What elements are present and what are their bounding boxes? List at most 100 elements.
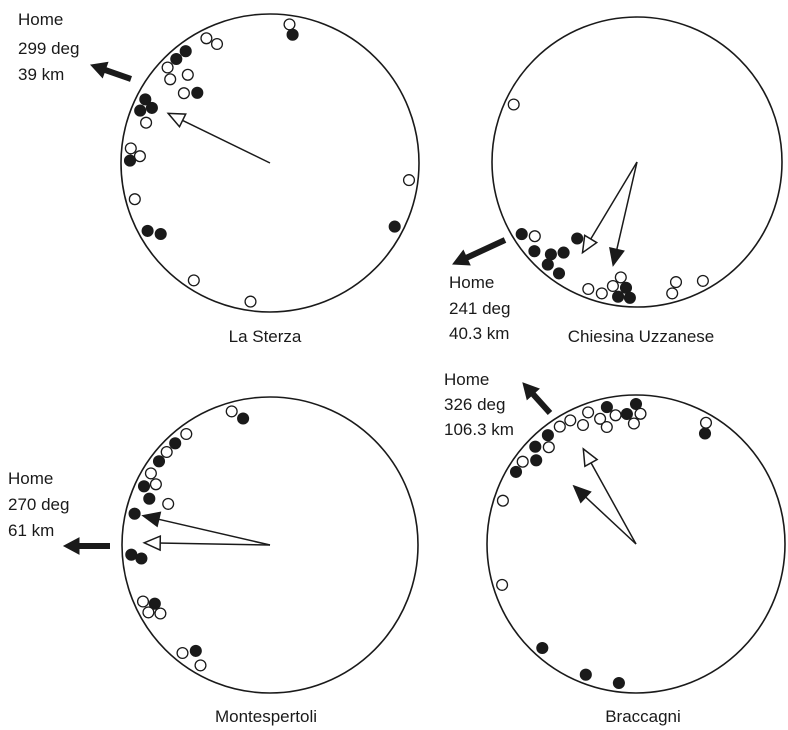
open-mean-vector-line: [581, 161, 638, 254]
open-data-point: [194, 659, 207, 672]
home-distance: 40.3 km: [449, 324, 509, 343]
filled-mean-vector-head: [609, 247, 625, 267]
filled-data-point: [125, 548, 138, 561]
home-distance: 106.3 km: [444, 420, 514, 439]
filled-data-point: [286, 28, 299, 41]
filled-data-point: [612, 676, 625, 690]
home-distance: 61 km: [8, 521, 54, 540]
open-mean-vector-head: [581, 234, 599, 255]
data-points: [125, 405, 250, 672]
site-name: Montespertoli: [215, 707, 317, 726]
filled-data-point: [629, 397, 643, 411]
filled-data-point: [191, 86, 204, 99]
open-data-point: [161, 61, 174, 74]
open-data-point: [187, 274, 200, 287]
data-points: [496, 397, 713, 690]
open-data-point: [634, 407, 647, 420]
open-data-point: [496, 494, 509, 507]
filled-data-point: [623, 291, 636, 304]
home-arrow-shaft: [462, 237, 507, 262]
filled-data-point: [128, 507, 141, 520]
open-data-point: [496, 578, 509, 591]
mean-vectors: [166, 112, 271, 164]
filled-data-point: [145, 101, 158, 114]
circle-outline: [120, 13, 420, 313]
open-data-point: [176, 646, 189, 660]
open-data-point: [283, 18, 296, 31]
filled-data-point: [529, 440, 542, 453]
mean-vectors: [141, 511, 271, 552]
open-data-point: [402, 174, 416, 187]
filled-data-point: [139, 93, 152, 106]
filled-data-point: [579, 668, 592, 681]
filled-data-point: [528, 245, 541, 258]
filled-data-point: [189, 644, 202, 657]
filled-data-point: [544, 248, 557, 261]
filled-data-point: [154, 227, 167, 241]
open-data-point: [144, 467, 157, 480]
filled-data-point: [237, 412, 250, 425]
filled-data-point: [123, 154, 137, 167]
filled-data-point: [135, 552, 148, 565]
open-data-point: [666, 287, 679, 300]
open-data-point: [516, 455, 529, 468]
filled-data-point: [170, 52, 183, 66]
filled-data-point: [612, 290, 625, 303]
circle-outline: [486, 394, 786, 694]
home-label: Home: [444, 370, 489, 389]
open-mean-vector-line: [582, 448, 637, 545]
filled-mean-vector-line: [142, 514, 271, 546]
open-data-point: [200, 32, 213, 45]
open-data-point: [609, 409, 622, 422]
filled-data-point: [620, 407, 633, 421]
home-arrow: [452, 237, 507, 266]
data-points: [123, 18, 416, 308]
filled-data-point: [536, 641, 549, 655]
open-data-point: [594, 412, 607, 425]
open-data-point: [128, 193, 141, 206]
open-data-point: [528, 230, 541, 243]
open-data-point: [136, 595, 150, 608]
open-data-point: [244, 295, 257, 308]
open-data-point: [696, 274, 709, 287]
home-arrow-head: [522, 382, 540, 401]
home-label: Home: [18, 10, 63, 29]
home-arrow: [522, 382, 553, 416]
home-arrow-head: [89, 61, 109, 79]
home-bearing: 270 deg: [8, 495, 69, 514]
panel-braccagni: Braccagni Home 326 deg 106.3 km: [444, 370, 786, 726]
circle-outline: [121, 396, 419, 694]
open-data-point: [164, 73, 177, 86]
filled-data-point: [619, 281, 633, 294]
home-arrow-head: [452, 249, 471, 266]
filled-mean-vector-head: [572, 484, 592, 504]
open-data-point: [600, 420, 613, 434]
home-arrow: [89, 61, 132, 82]
site-name: La Sterza: [229, 327, 302, 346]
panel-chiesina-uzzanese: Chiesina Uzzanese Home 241 deg 40.3 km: [449, 16, 783, 346]
filled-data-point: [152, 455, 166, 468]
filled-data-point: [169, 437, 182, 450]
open-data-point: [181, 68, 194, 81]
home-arrow-shaft: [101, 66, 132, 82]
filled-data-point: [571, 232, 584, 245]
filled-data-point: [134, 104, 147, 117]
open-data-point: [564, 414, 577, 427]
filled-data-point: [600, 401, 613, 414]
open-data-point: [162, 497, 175, 510]
open-data-point: [160, 445, 173, 459]
panel-la-sterza: La Sterza Home 299 deg 39 km: [18, 10, 420, 346]
mean-vectors: [581, 161, 638, 267]
open-data-point: [699, 416, 713, 429]
open-data-point: [582, 282, 595, 296]
filled-data-point: [515, 228, 528, 241]
open-data-point: [225, 405, 238, 418]
filled-data-point: [137, 480, 151, 493]
home-arrow-shaft: [528, 389, 553, 416]
mean-vectors: [572, 447, 637, 545]
home-bearing: 326 deg: [444, 395, 505, 414]
open-data-point: [582, 406, 595, 419]
home-bearing: 241 deg: [449, 299, 510, 318]
filled-data-point: [541, 258, 554, 271]
